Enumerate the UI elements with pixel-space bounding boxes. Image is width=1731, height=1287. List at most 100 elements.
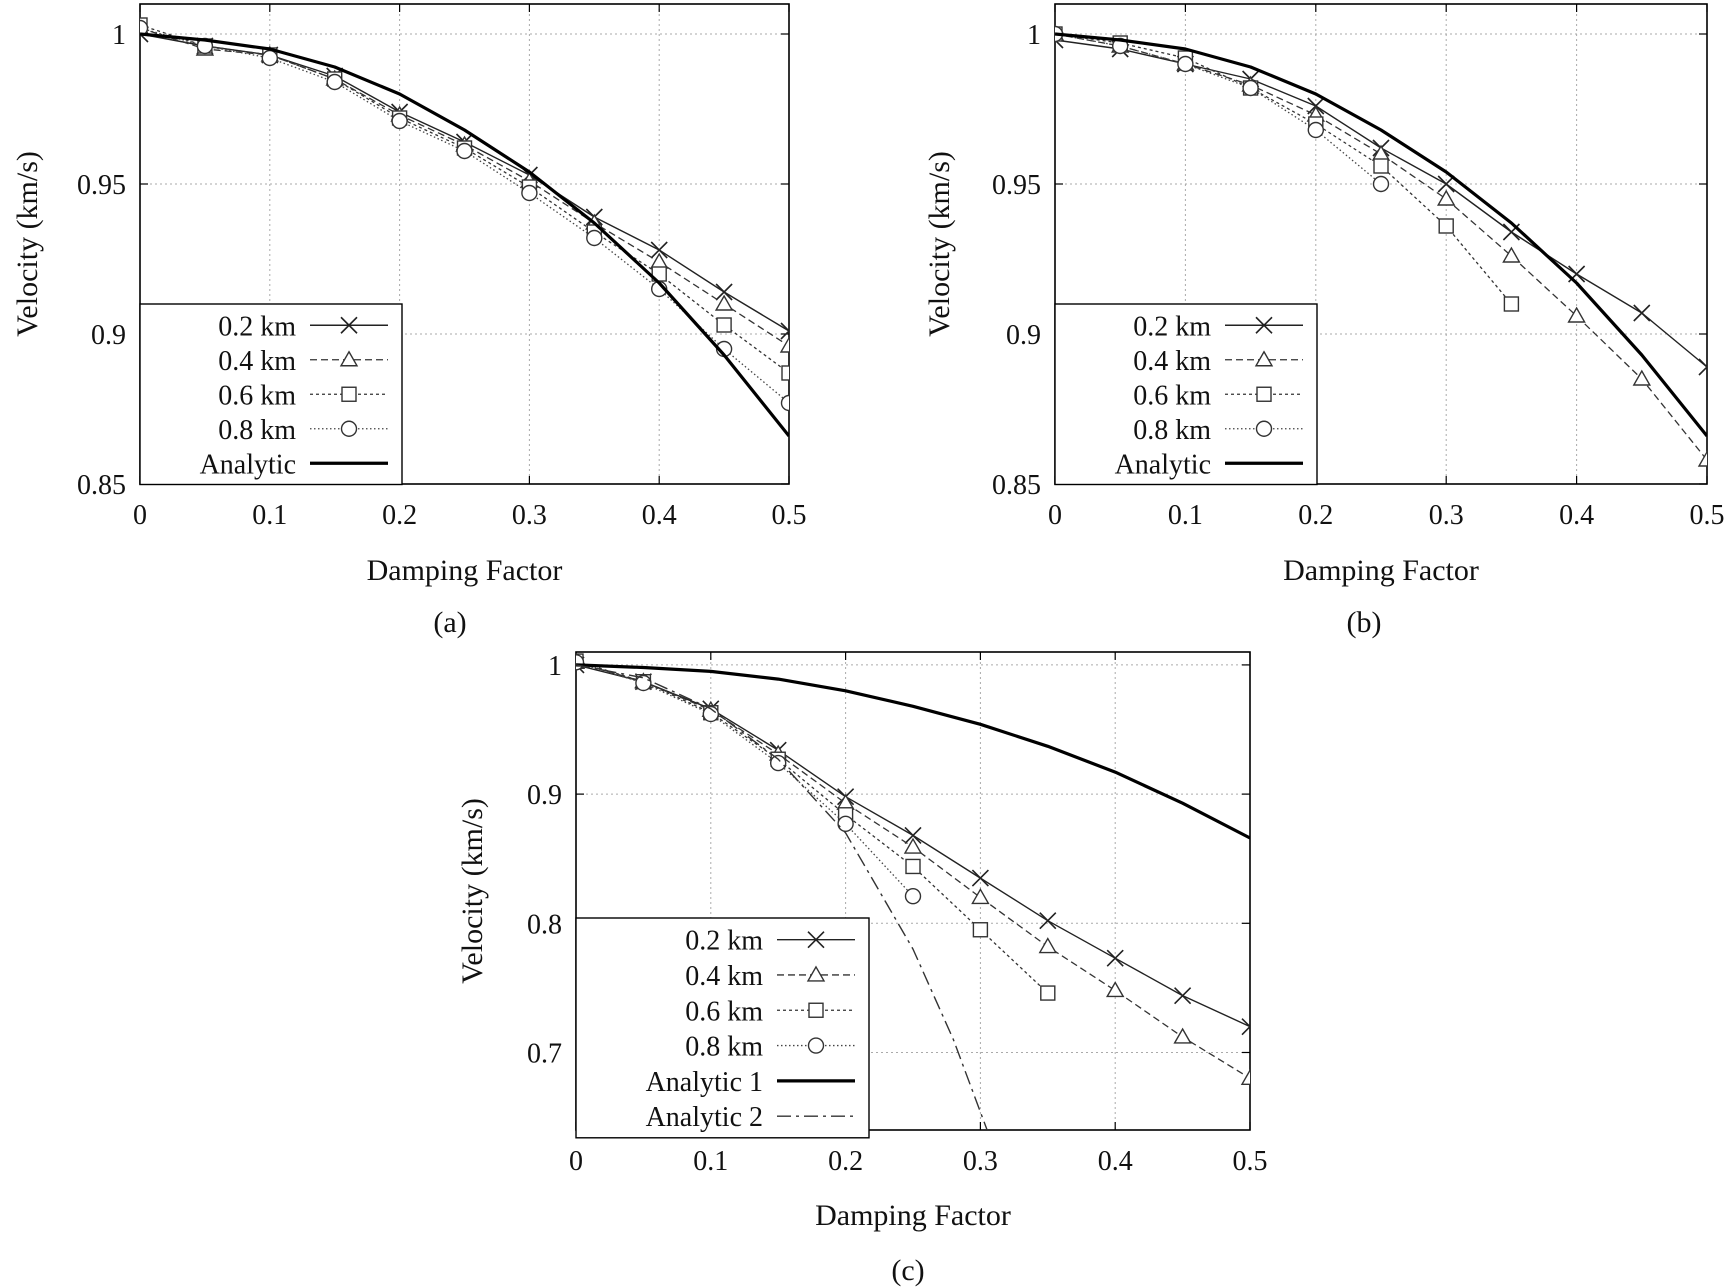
panel-label: (c) <box>891 1254 924 1287</box>
series-line <box>140 33 789 332</box>
legend-label: Analytic <box>1115 449 1211 480</box>
y-tick-label: 0.9 <box>91 320 126 351</box>
data-point <box>635 674 652 692</box>
legend-marker <box>1255 316 1273 334</box>
data-point <box>1698 358 1707 376</box>
legend-label: 0.8 km <box>218 415 296 446</box>
chart-panel-3: 0 0.1 0.2 0.3 0.4 0.50.70.80.910.2 km0.4 km0.… <box>456 651 1268 1287</box>
y-tick-label: 0.9 <box>1006 320 1041 351</box>
plot-frame <box>139 3 790 485</box>
data-point <box>1633 304 1651 322</box>
x-tick-label: 0.2 <box>1298 500 1333 531</box>
x-tick-label: 0.4 <box>1098 1146 1133 1177</box>
y-tick-label: 0.9 <box>527 780 562 811</box>
data-point <box>1437 175 1455 193</box>
data-point <box>586 229 603 247</box>
y-tick-label: 1 <box>548 651 562 682</box>
series-line <box>576 660 1049 994</box>
data-point <box>391 112 408 130</box>
x-tick-label: 0.4 <box>1559 500 1594 531</box>
x-tick-label: 0.3 <box>963 1146 998 1177</box>
data-point <box>905 858 921 875</box>
data-point <box>780 322 789 340</box>
series-line <box>1055 33 1382 185</box>
legend-label: 0.2 km <box>218 311 296 342</box>
legend-label: 0.6 km <box>685 996 763 1027</box>
data-point <box>770 754 787 772</box>
data-point <box>702 705 719 723</box>
x-tick-label: 0.5 <box>772 500 807 531</box>
series-line <box>1055 33 1707 461</box>
data-point <box>1106 949 1124 967</box>
legend-label: 0.4 km <box>1133 346 1211 377</box>
data-point <box>779 336 789 353</box>
data-point <box>1173 1027 1192 1044</box>
data-point <box>1502 246 1521 263</box>
data-point <box>1242 79 1259 97</box>
data-point <box>1040 985 1056 1001</box>
legend: 0.2 km 0.4 km 0.6 km 0.8 km Analytic 1 Analyt… <box>575 917 870 1139</box>
legend-label: 0.4 km <box>218 346 296 377</box>
data-point <box>1503 296 1520 312</box>
data-point <box>650 241 668 259</box>
y-tick-label: 1 <box>1027 20 1041 51</box>
series-line <box>1055 33 1512 305</box>
data-point <box>837 815 854 833</box>
data-point <box>140 19 149 37</box>
legend-label: 0.8 km <box>1133 415 1211 446</box>
series-line <box>140 27 789 347</box>
legend-label: Analytic 1 <box>646 1067 763 1098</box>
y-axis-title: Velocity (km/s) <box>923 151 956 337</box>
series-4 <box>1055 25 1390 193</box>
legend-label: 0.6 km <box>1133 380 1211 411</box>
data-point <box>1039 912 1057 930</box>
data-point <box>1373 158 1389 174</box>
series-1 <box>576 656 1250 1036</box>
data-point <box>904 887 922 905</box>
panel-label: (a) <box>433 606 466 639</box>
legend-marker <box>807 931 825 949</box>
y-tick-label: 0.85 <box>77 470 126 501</box>
data-point <box>1240 1068 1250 1086</box>
x-axis-title: Damping Factor <box>367 554 563 587</box>
legend-marker <box>807 1037 825 1054</box>
x-axis-title: Damping Factor <box>1283 554 1479 587</box>
data-point <box>326 73 343 91</box>
chart-panel-1: 0 0.1 0.2 0.3 0.4 0.5 0.85 0.9 0.95 1 0.2 km 0.4 km… <box>11 3 807 639</box>
x-tick-label: 0.1 <box>693 1146 728 1177</box>
data-point <box>1632 369 1652 386</box>
series-3 <box>1055 26 1520 312</box>
data-point <box>1038 937 1058 954</box>
data-point <box>576 654 585 671</box>
x-tick-label: 0 <box>1048 500 1062 531</box>
data-point <box>1241 1018 1250 1036</box>
data-point <box>261 49 278 67</box>
series-line <box>576 664 988 1130</box>
chart-panel-2: 0 0.1 0.2 0.3 0.4 0.5 0.85 0.9 0.95 1 0.2 km 0.4 km… <box>923 3 1725 639</box>
legend-marker <box>339 350 359 367</box>
series-2 <box>140 18 789 353</box>
data-point <box>456 142 473 160</box>
x-tick-label: 0.5 <box>1233 1146 1268 1177</box>
legend-marker <box>1254 350 1274 367</box>
data-point <box>1567 306 1586 323</box>
data-point <box>971 869 989 887</box>
data-point <box>1307 121 1325 139</box>
data-point <box>521 184 538 202</box>
y-tick-label: 0.7 <box>527 1038 562 1069</box>
data-point <box>714 294 734 311</box>
y-tick-label: 0.95 <box>992 170 1041 201</box>
series-6 <box>576 664 988 1130</box>
x-tick-label: 0.1 <box>1168 500 1203 531</box>
plot-frame <box>575 651 1251 1131</box>
y-axis-title: Velocity (km/s) <box>11 151 44 337</box>
x-tick-label: 0.2 <box>382 500 417 531</box>
legend-label: 0.4 km <box>685 961 763 992</box>
data-point <box>715 283 733 301</box>
x-axis-title: Damping Factor <box>815 1199 1011 1232</box>
legend-marker <box>341 386 357 402</box>
data-point <box>971 888 990 905</box>
